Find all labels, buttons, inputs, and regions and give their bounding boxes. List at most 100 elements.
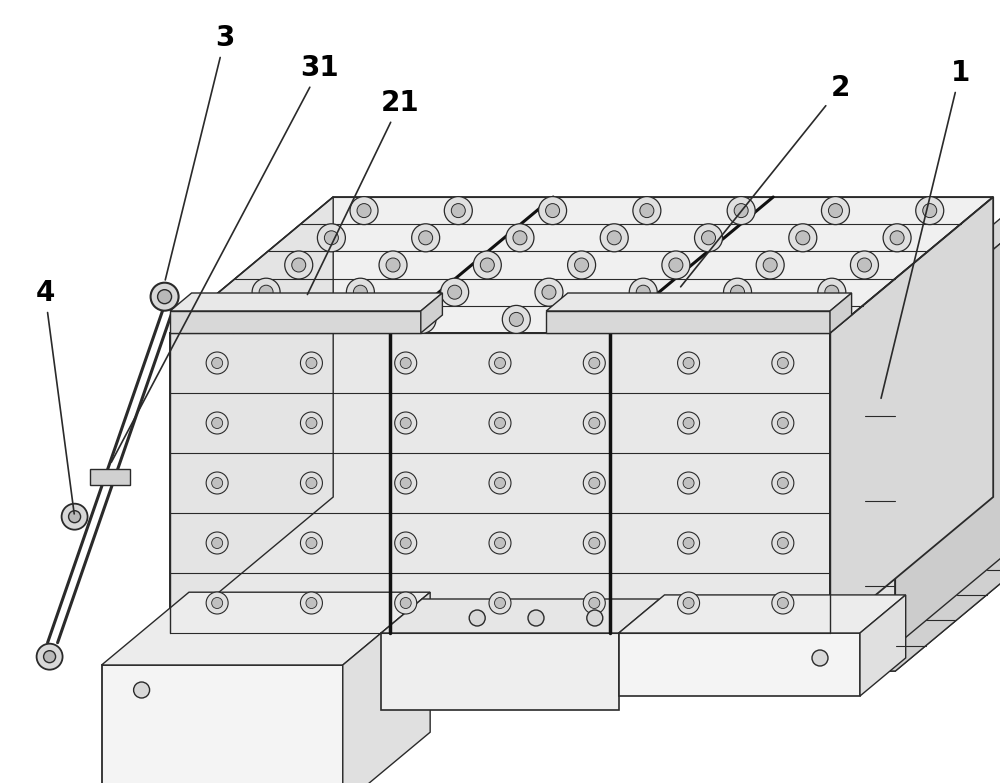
Circle shape <box>821 197 849 225</box>
Circle shape <box>589 358 600 369</box>
Polygon shape <box>381 633 619 710</box>
Circle shape <box>212 478 223 489</box>
Circle shape <box>386 258 400 272</box>
Polygon shape <box>830 293 852 333</box>
Circle shape <box>777 417 788 428</box>
Circle shape <box>785 305 813 334</box>
Circle shape <box>408 305 436 334</box>
Circle shape <box>395 532 417 554</box>
Polygon shape <box>546 293 852 311</box>
Circle shape <box>583 412 605 434</box>
Circle shape <box>314 305 342 334</box>
Circle shape <box>206 532 228 554</box>
Circle shape <box>600 224 628 252</box>
Circle shape <box>489 592 511 614</box>
Circle shape <box>415 312 429 327</box>
Circle shape <box>731 285 745 299</box>
Circle shape <box>300 472 322 494</box>
Circle shape <box>400 358 411 369</box>
Circle shape <box>583 592 605 614</box>
Text: 31: 31 <box>111 54 339 462</box>
Circle shape <box>489 352 511 374</box>
Circle shape <box>683 597 694 608</box>
Circle shape <box>678 592 700 614</box>
Circle shape <box>772 352 794 374</box>
Circle shape <box>636 285 650 299</box>
Text: 21: 21 <box>307 89 419 294</box>
Polygon shape <box>421 293 442 333</box>
Circle shape <box>469 610 485 626</box>
Circle shape <box>219 305 247 334</box>
Circle shape <box>494 478 506 489</box>
Circle shape <box>539 197 567 225</box>
Circle shape <box>412 224 440 252</box>
Circle shape <box>777 537 788 549</box>
Circle shape <box>259 285 273 299</box>
Circle shape <box>698 312 712 327</box>
Circle shape <box>724 278 752 306</box>
Circle shape <box>300 412 322 434</box>
Circle shape <box>535 278 563 306</box>
Polygon shape <box>619 633 860 696</box>
Circle shape <box>662 251 690 279</box>
Circle shape <box>306 417 317 428</box>
Circle shape <box>575 258 589 272</box>
Circle shape <box>587 610 603 626</box>
Circle shape <box>850 251 878 279</box>
Circle shape <box>583 472 605 494</box>
Circle shape <box>494 537 506 549</box>
Circle shape <box>502 305 530 334</box>
Circle shape <box>589 537 600 549</box>
Circle shape <box>857 258 871 272</box>
Circle shape <box>448 285 462 299</box>
Polygon shape <box>619 595 906 633</box>
Circle shape <box>62 503 88 529</box>
Polygon shape <box>546 311 830 333</box>
Circle shape <box>473 251 501 279</box>
Circle shape <box>702 231 716 245</box>
Circle shape <box>583 532 605 554</box>
Circle shape <box>494 417 506 428</box>
Circle shape <box>69 511 81 523</box>
Circle shape <box>772 592 794 614</box>
Circle shape <box>306 358 317 369</box>
Circle shape <box>756 251 784 279</box>
Circle shape <box>678 532 700 554</box>
Circle shape <box>890 231 904 245</box>
Circle shape <box>306 478 317 489</box>
Circle shape <box>589 417 600 428</box>
Circle shape <box>206 592 228 614</box>
Circle shape <box>678 412 700 434</box>
Circle shape <box>292 258 306 272</box>
Circle shape <box>777 597 788 608</box>
Circle shape <box>629 278 657 306</box>
Circle shape <box>818 278 846 306</box>
Polygon shape <box>170 333 830 633</box>
Polygon shape <box>102 665 343 783</box>
Circle shape <box>400 478 411 489</box>
Text: 1: 1 <box>881 59 970 399</box>
Circle shape <box>379 251 407 279</box>
Circle shape <box>206 352 228 374</box>
Circle shape <box>300 592 322 614</box>
Circle shape <box>44 651 56 662</box>
Circle shape <box>772 412 794 434</box>
Circle shape <box>206 472 228 494</box>
Circle shape <box>451 204 465 218</box>
Circle shape <box>633 197 661 225</box>
Circle shape <box>400 417 411 428</box>
Circle shape <box>683 358 694 369</box>
Circle shape <box>395 592 417 614</box>
Circle shape <box>353 285 367 299</box>
Circle shape <box>494 358 506 369</box>
Circle shape <box>777 478 788 489</box>
Circle shape <box>158 290 172 304</box>
Polygon shape <box>343 592 430 783</box>
Circle shape <box>350 197 378 225</box>
Circle shape <box>916 197 944 225</box>
Circle shape <box>206 412 228 434</box>
Circle shape <box>400 597 411 608</box>
Circle shape <box>134 682 150 698</box>
Circle shape <box>883 224 911 252</box>
Polygon shape <box>170 197 333 633</box>
